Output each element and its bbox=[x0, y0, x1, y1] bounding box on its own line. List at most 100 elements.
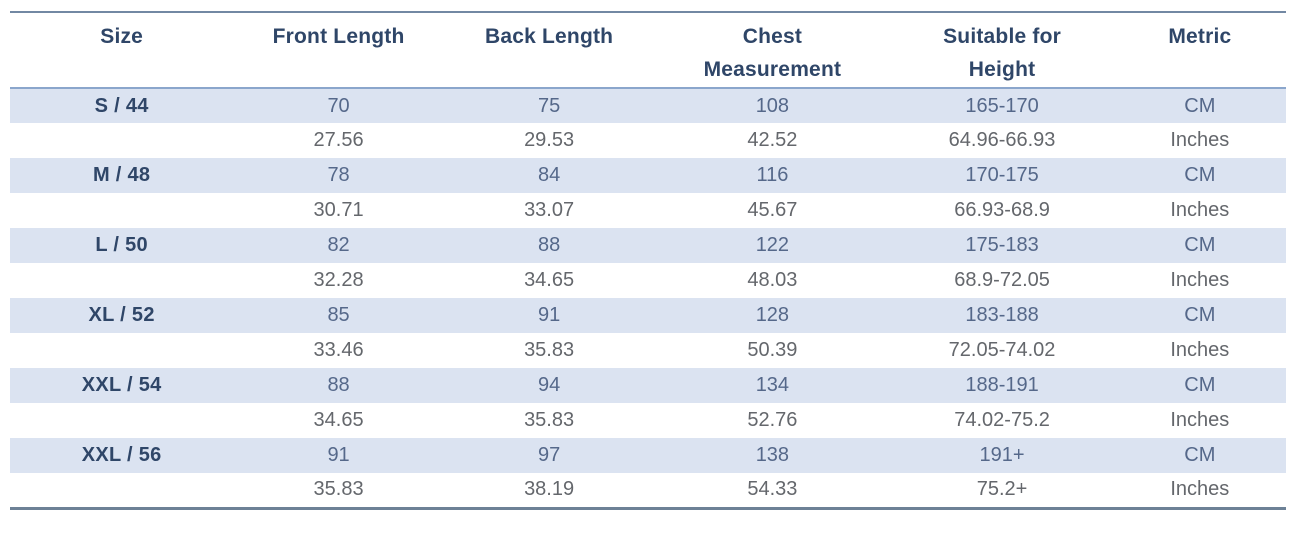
size-cell bbox=[10, 333, 233, 368]
front-length-cell: 34.65 bbox=[313, 409, 364, 431]
table-body: S / 44 70 75 108 165-170 CM 27.56 29.53 … bbox=[10, 88, 1286, 508]
size-cell bbox=[10, 123, 233, 158]
height-cell: 188-191 bbox=[965, 374, 1039, 396]
back-length-cell: 38.19 bbox=[524, 478, 575, 501]
metric-cell: CM bbox=[1184, 304, 1216, 326]
metric-cell: CM bbox=[1184, 164, 1216, 186]
metric-cell: CM bbox=[1184, 234, 1216, 256]
metric-cell: Inches bbox=[1170, 478, 1230, 501]
table-header: Size Front Length Back Length Chest Meas… bbox=[10, 12, 1286, 89]
back-length-cell: 94 bbox=[537, 374, 561, 396]
front-length-cell: 32.28 bbox=[313, 269, 364, 291]
table-row-s44-inches: 27.56 29.53 42.52 64.96-66.93 Inches bbox=[10, 123, 1286, 158]
table-row-xxl54-cm: XXL / 54 88 94 134 188-191 CM bbox=[10, 368, 1286, 403]
front-length-cell: 70 bbox=[327, 94, 350, 117]
front-length-cell: 30.71 bbox=[313, 199, 364, 221]
chest-cell: 48.03 bbox=[747, 269, 798, 291]
height-cell: 183-188 bbox=[965, 304, 1039, 326]
back-length-cell: 97 bbox=[537, 444, 561, 466]
size-cell: XXL / 54 bbox=[81, 374, 162, 396]
size-cell: L / 50 bbox=[95, 234, 148, 256]
size-cell: XXL / 56 bbox=[81, 444, 162, 466]
column-header-label: Metric bbox=[1168, 25, 1232, 48]
chest-cell: 128 bbox=[755, 304, 790, 326]
column-header-label: Suitable for bbox=[943, 25, 1062, 48]
table-row-xxl54-inches: 34.65 35.83 52.76 74.02-75.2 Inches bbox=[10, 403, 1286, 438]
chest-cell: 54.33 bbox=[747, 478, 798, 501]
front-length-cell: 82 bbox=[327, 234, 350, 256]
chest-cell: 42.52 bbox=[747, 129, 798, 151]
size-chart-table: Size Front Length Back Length Chest Meas… bbox=[10, 11, 1286, 510]
size-cell bbox=[10, 193, 233, 228]
column-header-label: Back Length bbox=[484, 25, 614, 48]
height-cell: 165-170 bbox=[965, 94, 1039, 117]
table-row-l50-cm: L / 50 82 88 122 175-183 CM bbox=[10, 228, 1286, 263]
front-length-cell: 33.46 bbox=[313, 339, 364, 361]
column-header-label: Chest bbox=[742, 25, 803, 48]
size-cell bbox=[10, 473, 233, 508]
column-header-front-length: Front Length bbox=[233, 12, 444, 89]
chest-cell: 122 bbox=[755, 234, 790, 256]
size-cell: XL / 52 bbox=[88, 304, 155, 326]
front-length-cell: 88 bbox=[327, 374, 350, 396]
chest-cell: 138 bbox=[755, 444, 790, 466]
metric-cell: Inches bbox=[1170, 339, 1230, 361]
metric-cell: CM bbox=[1184, 444, 1216, 466]
height-cell: 75.2+ bbox=[976, 478, 1028, 501]
table-row-xl52-inches: 33.46 35.83 50.39 72.05-74.02 Inches bbox=[10, 333, 1286, 368]
table-row-xl52-cm: XL / 52 85 91 128 183-188 CM bbox=[10, 298, 1286, 333]
metric-cell: Inches bbox=[1170, 199, 1230, 221]
chest-cell: 134 bbox=[755, 374, 790, 396]
table-row-l50-inches: 32.28 34.65 48.03 68.9-72.05 Inches bbox=[10, 263, 1286, 298]
chest-cell: 108 bbox=[755, 94, 790, 117]
column-header-suitable-height: Suitable for Height bbox=[890, 12, 1114, 89]
table-row-xxl56-cm: XXL / 56 91 97 138 191+ CM bbox=[10, 438, 1286, 473]
column-header-label-line2: Height bbox=[968, 58, 1036, 81]
height-cell: 175-183 bbox=[965, 234, 1039, 256]
size-cell bbox=[10, 263, 233, 298]
column-header-back-length: Back Length bbox=[443, 12, 655, 89]
back-length-cell: 91 bbox=[537, 304, 561, 326]
size-cell: M / 48 bbox=[92, 164, 151, 186]
chest-cell: 45.67 bbox=[747, 199, 798, 221]
height-cell: 74.02-75.2 bbox=[954, 409, 1050, 431]
height-cell: 72.05-74.02 bbox=[948, 339, 1056, 361]
back-length-cell: 88 bbox=[537, 234, 561, 256]
front-length-cell: 78 bbox=[327, 164, 350, 186]
column-header-metric: Metric bbox=[1113, 12, 1286, 89]
back-length-cell: 35.83 bbox=[524, 339, 575, 361]
column-header-chest-measurement: Chest Measurement bbox=[654, 12, 891, 89]
metric-cell: CM bbox=[1184, 374, 1216, 396]
back-length-cell: 84 bbox=[537, 164, 561, 186]
front-length-cell: 91 bbox=[327, 444, 350, 466]
front-length-cell: 35.83 bbox=[313, 478, 364, 501]
column-header-size: Size bbox=[10, 12, 234, 89]
table-row-m48-cm: M / 48 78 84 116 170-175 CM bbox=[10, 158, 1286, 193]
back-length-cell: 29.53 bbox=[524, 129, 575, 151]
size-cell bbox=[10, 403, 233, 438]
height-cell: 64.96-66.93 bbox=[948, 129, 1056, 151]
height-cell: 68.9-72.05 bbox=[954, 269, 1050, 291]
size-chart: Size Front Length Back Length Chest Meas… bbox=[10, 11, 1286, 510]
back-length-cell: 75 bbox=[537, 94, 561, 117]
table-row-m48-inches: 30.71 33.07 45.67 66.93-68.9 Inches bbox=[10, 193, 1286, 228]
chest-cell: 52.76 bbox=[747, 409, 798, 431]
header-row: Size Front Length Back Length Chest Meas… bbox=[10, 12, 1286, 89]
height-cell: 170-175 bbox=[965, 164, 1039, 186]
metric-cell: Inches bbox=[1170, 129, 1230, 151]
back-length-cell: 34.65 bbox=[524, 269, 575, 291]
metric-cell: CM bbox=[1184, 94, 1216, 117]
column-header-label-line2: Measurement bbox=[703, 58, 842, 81]
table-row-s44-cm: S / 44 70 75 108 165-170 CM bbox=[10, 88, 1286, 123]
front-length-cell: 27.56 bbox=[313, 129, 364, 151]
metric-cell: Inches bbox=[1170, 409, 1230, 431]
back-length-cell: 33.07 bbox=[524, 199, 575, 221]
back-length-cell: 35.83 bbox=[524, 409, 575, 431]
chest-cell: 116 bbox=[756, 164, 789, 186]
size-cell: S / 44 bbox=[94, 94, 149, 117]
chest-cell: 50.39 bbox=[747, 339, 798, 361]
height-cell: 191+ bbox=[979, 444, 1025, 466]
column-header-label: Front Length bbox=[272, 25, 405, 48]
height-cell: 66.93-68.9 bbox=[954, 199, 1050, 221]
column-header-label: Size bbox=[100, 25, 144, 48]
